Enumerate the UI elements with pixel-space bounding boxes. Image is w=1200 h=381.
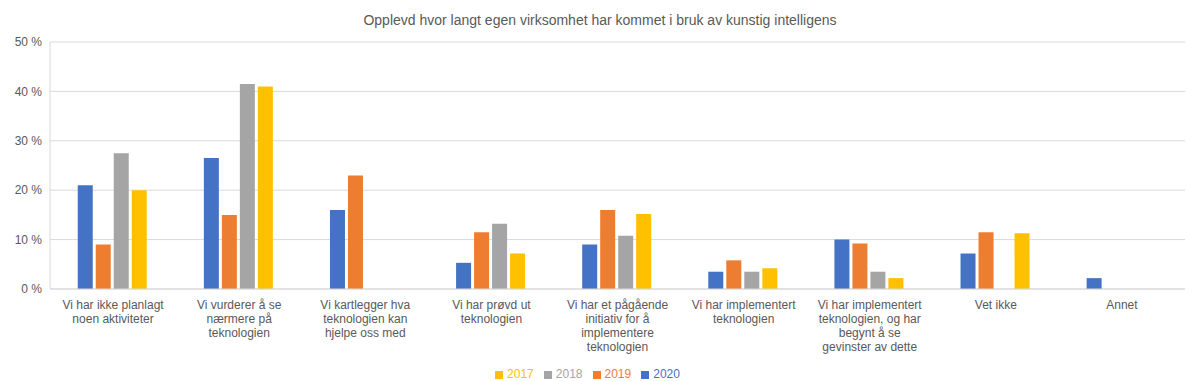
svg-text:Vi har prøvd utteknologien: Vi har prøvd utteknologien <box>452 298 531 326</box>
html-text:2017: 2017 <box>507 367 534 381</box>
svg-text:10 %: 10 % <box>15 233 43 247</box>
svg-text:Vi har implementertteknologien: Vi har implementertteknologien <box>692 298 796 326</box>
svg-text:20 %: 20 % <box>15 183 43 197</box>
html-text:Opplevd hvor langt egen virkso: Opplevd hvor langt egen virksomhet har k… <box>363 12 837 28</box>
svg-text:Vi vurderer å senærmere påtekn: Vi vurderer å senærmere påteknologien <box>197 298 282 340</box>
svg-text:50 %: 50 % <box>15 35 43 49</box>
svg-text:Vi kartlegger hvateknologien k: Vi kartlegger hvateknologien kanhjelpe o… <box>320 298 410 340</box>
svg-text:Annet: Annet <box>1106 298 1138 312</box>
html-text:2020: 2020 <box>653 367 680 381</box>
svg-text:Vi har implementertteknologien: Vi har implementertteknologien, og harbe… <box>818 298 922 354</box>
svg-text:30 %: 30 % <box>15 134 43 148</box>
html-text:2018: 2018 <box>555 367 583 381</box>
svg-text:Vet ikke: Vet ikke <box>975 298 1017 312</box>
svg-text:Vi har ikke planlagtnoen aktiv: Vi har ikke planlagtnoen aktiviteter <box>62 298 164 326</box>
svg-text:0 %: 0 % <box>21 282 42 296</box>
svg-text:40 %: 40 % <box>15 85 43 99</box>
svg-text:Vi har et pågåendeinitiativ fo: Vi har et pågåendeinitiativ for åimpleme… <box>567 298 669 354</box>
html-text:2019: 2019 <box>604 367 632 381</box>
